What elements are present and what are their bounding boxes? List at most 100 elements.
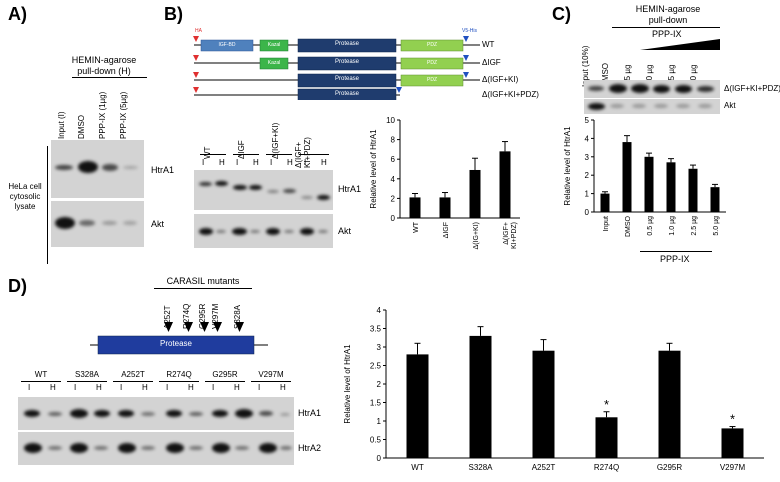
y-tick-label: 1 — [585, 190, 590, 199]
panel-d-lane-sublabel: H — [142, 383, 148, 392]
bar — [710, 187, 720, 212]
panel-c-blot-pdz — [584, 80, 720, 98]
panel-b-lane-sublabel: H — [287, 158, 293, 167]
panel-d-lane-sublabel: H — [188, 383, 194, 392]
panel-a-header: HEMIN-agarose pull-down (H) — [71, 55, 137, 76]
panel-a-label: A) — [8, 4, 27, 24]
panel-b-domain-protease-1: Protease — [334, 41, 359, 47]
bar — [469, 169, 481, 218]
panel-d-blot-label-htra1: HtrA1 — [298, 408, 322, 418]
panel-d-lane-group-line — [251, 381, 291, 382]
panel-d-mutation-arrows — [164, 322, 244, 332]
panel-b-lane-sublabel: H — [253, 158, 259, 167]
y-tick-label: 4 — [585, 134, 590, 143]
panel-b-construct-diagram — [193, 36, 480, 100]
panel-a-lane-2: PPP-IX (1µg) — [98, 91, 107, 139]
y-tick-label: 3 — [377, 343, 382, 352]
panel-d-lane-group: V297M — [258, 370, 284, 379]
y-axis-label: Relative level of HtrA1 — [563, 126, 572, 206]
panel-d-lane-group: G295R — [212, 370, 238, 379]
panel-b-group-line-2 — [266, 154, 292, 155]
y-tick-label: 0 — [585, 208, 590, 217]
panel-d-lane-sublabel: I — [28, 383, 31, 392]
panel-d-lane-sublabel: H — [96, 383, 102, 392]
panel-c-gradient-wedge — [640, 39, 720, 50]
panel-a-header-line — [72, 77, 147, 78]
panel-c-bracket — [640, 251, 712, 252]
panel-b-domain-igf: IGF-BD — [218, 42, 236, 48]
panel-d-label: D) — [8, 276, 27, 296]
panel-a-side-bracket — [47, 146, 48, 264]
panel-b-blot-label-htra1: HtrA1 — [338, 184, 362, 194]
panel-d-lane-sublabel: I — [120, 383, 123, 392]
y-tick-label: 10 — [386, 116, 395, 125]
panel-b-tag-v5: V5-His — [462, 28, 478, 34]
y-tick-label: 5 — [585, 116, 590, 125]
bar — [600, 193, 610, 212]
x-tick-label: WT — [413, 221, 420, 233]
y-tick-label: 8 — [391, 136, 396, 145]
bar — [499, 151, 511, 218]
y-tick-label: 0.5 — [370, 436, 382, 445]
panel-c-blot-label-pdz: Δ(IGF+KI+PDZ) — [724, 84, 780, 93]
x-tick-label: V297M — [720, 463, 746, 472]
y-tick-label: 4 — [391, 175, 396, 184]
y-axis-label: Relative level of HtrA1 — [369, 129, 378, 209]
panel-b-group-line-3 — [299, 154, 329, 155]
bar — [409, 197, 421, 218]
panel-d-domain-protease: Protease — [159, 339, 193, 348]
y-tick-label: 6 — [391, 155, 396, 164]
panel-c-blot-akt — [584, 99, 720, 114]
bar — [721, 428, 744, 458]
panel-b-construct-3: Δ(IGF+KI+PDZ) — [482, 90, 539, 99]
y-tick-label: 1.5 — [370, 399, 382, 408]
panel-d-lane-sublabel: I — [74, 383, 77, 392]
bar — [688, 168, 698, 212]
panel-d-lane-sublabel: I — [166, 383, 169, 392]
y-tick-label: 2 — [377, 380, 382, 389]
panel-d-lane-sublabel: I — [212, 383, 215, 392]
x-tick-label: A252T — [532, 463, 556, 472]
panel-a-lane-1: DMSO — [77, 115, 86, 139]
panel-b-domain-protease-4: Protease — [334, 91, 359, 97]
panel-b-tag-ha: HA — [195, 28, 202, 34]
panel-d-mutants-line — [154, 288, 252, 289]
panel-b-construct-2: Δ(IGF+KI) — [482, 75, 519, 84]
panel-b-group-line-1 — [233, 154, 259, 155]
bar — [406, 354, 429, 458]
panel-c-bracket-label: PPP-IX — [660, 254, 690, 264]
panel-b-domain-protease-3: Protease — [334, 76, 359, 82]
panel-a-blot-htra1 — [51, 140, 144, 198]
panel-b-construct-0: WT — [482, 40, 495, 49]
x-tick-label: Δ(IG+KI) — [473, 222, 480, 249]
bar — [439, 197, 451, 218]
panel-a-side-label: HeLa cell cytosolic lysate — [8, 182, 42, 211]
panel-d-blot-label-htra2: HtrA2 — [298, 443, 322, 453]
panel-b-lane-sublabel: H — [321, 158, 327, 167]
panel-b-construct-1: ΔIGF — [482, 58, 501, 67]
panel-d-lane-group: WT — [34, 370, 48, 379]
panel-a-lane-3: PPP-IX (5µg) — [119, 91, 128, 139]
y-tick-label: 1 — [377, 417, 382, 426]
panel-b-domain-pdz-3: PDZ — [427, 77, 437, 83]
panel-d-blot-htra2 — [18, 432, 294, 465]
panel-b-blot-label-akt: Akt — [338, 226, 352, 236]
panel-b-lane-sublabel: I — [304, 158, 307, 167]
panel-b-lane-sublabel: H — [219, 158, 225, 167]
panel-b-lane-sublabel: I — [202, 158, 205, 167]
panel-a-lane-0: Input (I) — [57, 111, 66, 139]
panel-c-header-line — [612, 27, 720, 28]
panel-c-label: C) — [552, 4, 571, 24]
y-tick-label: 3 — [585, 153, 590, 162]
panel-b-domain-pdz-1: PDZ — [427, 42, 437, 48]
panel-b-lane-sublabel: I — [236, 158, 239, 167]
panel-b-blot-akt — [194, 214, 333, 248]
panel-d-lane-sublabel: H — [50, 383, 56, 392]
panel-b-domain-kazal-2: Kazal — [267, 60, 281, 66]
panel-b-lane-sublabel: I — [270, 158, 273, 167]
x-tick-label: R274Q — [594, 463, 619, 472]
panel-a-blot-akt — [51, 201, 144, 247]
x-tick-label: G295R — [657, 463, 683, 472]
panel-c-header: HEMIN-agarose pull-down — [635, 4, 701, 25]
